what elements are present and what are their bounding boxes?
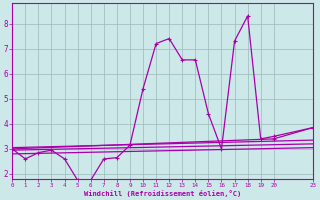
X-axis label: Windchill (Refroidissement éolien,°C): Windchill (Refroidissement éolien,°C) — [84, 190, 241, 197]
